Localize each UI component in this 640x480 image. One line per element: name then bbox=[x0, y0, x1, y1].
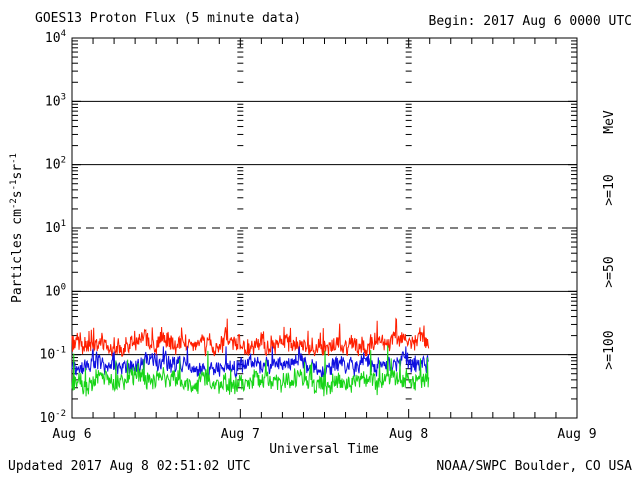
source-credit: NOAA/SWPC Boulder, CO USA bbox=[436, 459, 632, 474]
trace-ge10 bbox=[71, 317, 430, 357]
y-axis-tick-labels: 104 103 102 101 100 10-1 10-2 bbox=[40, 29, 67, 426]
y-tick-10e2: 102 bbox=[45, 156, 66, 173]
x-tick-aug6: Aug 6 bbox=[52, 427, 91, 442]
trace-ge100 bbox=[71, 345, 430, 397]
series-ge100-label: >=100 bbox=[602, 330, 617, 369]
x-axis-title: Universal Time bbox=[269, 442, 379, 457]
plot-frame bbox=[71, 37, 578, 419]
x-tick-aug8: Aug 8 bbox=[389, 427, 428, 442]
begin-label: Begin: 2017 Aug 6 0000 UTC bbox=[429, 14, 633, 29]
y-tick-10e0: 100 bbox=[45, 282, 66, 299]
y-axis-title: Particles cm-2s-1sr-1 bbox=[9, 153, 25, 303]
series-ge50-label: >=50 bbox=[602, 256, 617, 287]
grid-and-ticks bbox=[71, 38, 578, 419]
y-tick-10e3: 103 bbox=[45, 92, 66, 109]
flux-traces bbox=[71, 317, 430, 397]
y-tick-10e4: 104 bbox=[45, 29, 66, 46]
x-tick-aug7: Aug 7 bbox=[221, 427, 260, 442]
x-tick-aug9: Aug 9 bbox=[557, 427, 596, 442]
trace-ge50 bbox=[71, 346, 430, 379]
mev-unit-label: MeV bbox=[602, 110, 617, 134]
chart-title: GOES13 Proton Flux (5 minute data) bbox=[35, 11, 301, 26]
y-tick-10e-1: 10-1 bbox=[40, 346, 67, 363]
y-tick-10e-2: 10-2 bbox=[40, 409, 67, 426]
updated-timestamp: Updated 2017 Aug 8 02:51:02 UTC bbox=[8, 459, 251, 474]
series-ge10-label: >=10 bbox=[602, 174, 617, 205]
y-tick-10e1: 101 bbox=[45, 219, 66, 236]
